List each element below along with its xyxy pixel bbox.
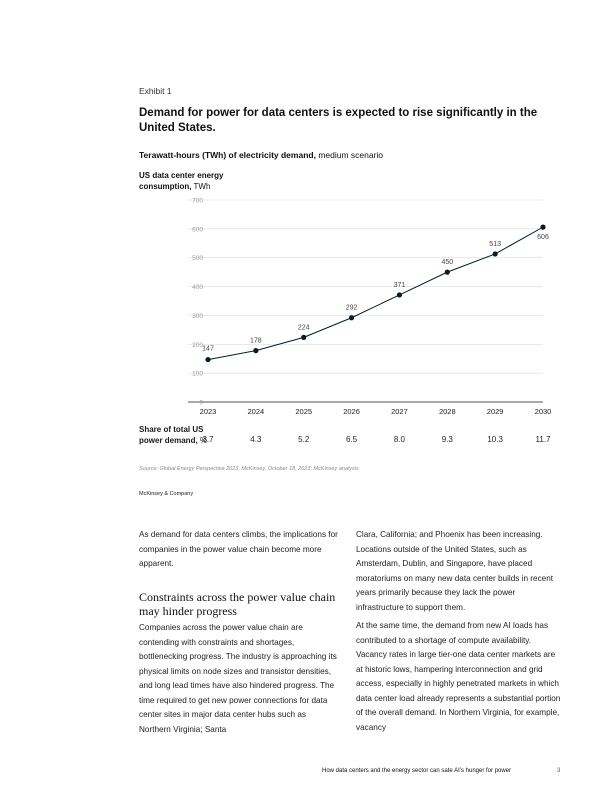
- data-point: [348, 315, 355, 321]
- share-label-unit: %: [197, 436, 208, 445]
- brand-credit: McKinsey & Company: [139, 491, 194, 497]
- x-tick-label: 2030: [535, 407, 552, 416]
- section-heading: Constraints across the power value chain…: [139, 590, 336, 618]
- data-label: 371: [394, 282, 406, 289]
- page-number: 3: [557, 768, 561, 774]
- data-point: [301, 334, 307, 340]
- intro-text: As demand for data centers climbs, the i…: [139, 530, 338, 568]
- data-point: [396, 292, 403, 298]
- data-label: 147: [202, 346, 214, 353]
- data-point: [444, 269, 450, 275]
- share-of-total-value: 4.3: [250, 435, 262, 444]
- share-of-total-label: Share of total US power demand, %: [139, 424, 209, 446]
- source-note: Source: Global Energy Perspective 2023, …: [139, 466, 359, 472]
- share-of-total-value: 10.3: [487, 435, 503, 444]
- data-point: [540, 224, 546, 230]
- body-paragraph-2: Clara, California; and Phoenix has been …: [356, 528, 561, 615]
- y-tick-label: 0: [199, 400, 203, 407]
- y-tick-label: 500: [192, 255, 203, 262]
- y-axis-label: US data center energy consumption, TWh: [139, 170, 269, 192]
- chart-subtitle-bold: Terawatt-hours (TWh) of electricity dema…: [139, 150, 316, 160]
- x-tick-label: 2025: [295, 407, 312, 416]
- y-tick-label: 100: [192, 371, 203, 378]
- x-tick-label: 2024: [248, 407, 265, 416]
- share-of-total-value: 11.7: [535, 435, 551, 444]
- share-of-total-value: 9.3: [441, 435, 453, 444]
- paragraph-1-text: Companies across the power value chain a…: [139, 623, 337, 734]
- x-tick-label: 2029: [487, 407, 504, 416]
- data-label: 292: [346, 305, 358, 312]
- data-label: 178: [250, 338, 262, 345]
- y-axis-label-unit: TWh: [191, 182, 211, 191]
- data-point: [205, 356, 211, 363]
- y-tick-label: 700: [192, 198, 203, 205]
- x-tick-label: 2026: [343, 407, 360, 416]
- y-axis-label-bold: US data center energy consumption,: [139, 171, 224, 191]
- share-of-total-value: 6.5: [346, 435, 358, 444]
- data-label: 513: [489, 241, 501, 248]
- x-tick-label: 2027: [391, 407, 408, 416]
- exhibit-title: Demand for power for data centers is exp…: [139, 107, 538, 134]
- exhibit-label: Exhibit 1: [139, 86, 172, 96]
- data-point: [492, 251, 498, 257]
- share-label-bold: Share of total US power demand,: [139, 425, 204, 445]
- body-paragraph-3: At the same time, the demand from new AI…: [356, 619, 561, 735]
- share-of-total-value: 5.2: [298, 435, 310, 444]
- share-of-total-value: 3.7: [202, 435, 214, 444]
- y-tick-label: 200: [192, 342, 203, 349]
- x-tick-label: 2023: [200, 407, 217, 416]
- data-label: 606: [537, 234, 549, 241]
- data-label: 450: [441, 259, 453, 266]
- chart-subtitle: Terawatt-hours (TWh) of electricity dema…: [139, 150, 383, 160]
- chart-subtitle-rest: medium scenario: [315, 150, 384, 160]
- series-line: [207, 226, 544, 361]
- body-paragraph-1: Companies across the power value chain a…: [139, 621, 339, 737]
- y-tick-label: 600: [192, 226, 203, 233]
- paragraph-3-text: At the same time, the demand from new AI…: [356, 621, 561, 732]
- share-of-total-value: 8.0: [393, 435, 405, 444]
- data-point: [253, 348, 259, 354]
- x-tick-label: 2028: [439, 407, 456, 416]
- line-chart: 0 100 200 300 400 500 600 700 2023 2024 2025 2026 20…: [188, 198, 552, 416]
- data-label: 224: [298, 324, 310, 331]
- footer-title: How data centers and the energy sector c…: [322, 768, 511, 774]
- intro-paragraph: As demand for data centers climbs, the i…: [139, 528, 339, 572]
- y-tick-label: 300: [192, 313, 203, 320]
- paragraph-2-text: Clara, California; and Phoenix has been …: [356, 530, 554, 612]
- y-tick-label: 400: [192, 284, 203, 291]
